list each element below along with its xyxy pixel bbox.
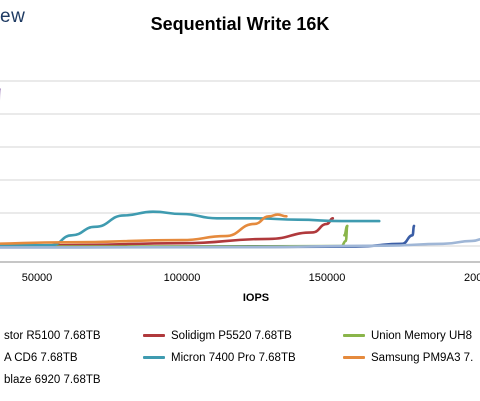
legend-swatch (343, 356, 365, 360)
legend-item: stor R5100 7.68TB (0, 328, 101, 344)
x-tick-label: 100000 (164, 272, 201, 284)
legend-item: blaze 6920 7.68TB (0, 372, 101, 388)
legend-label: blaze 6920 7.68TB (4, 374, 101, 386)
legend-item: Micron 7400 Pro 7.68TB (143, 350, 296, 366)
legend-label: Union Memory UH8 (371, 330, 472, 342)
chart-legend: stor R5100 7.68TB Solidigm P5520 7.68TB Un… (0, 320, 480, 401)
x-tick-labels: 50000 100000 150000 200 (22, 272, 480, 284)
x-axis-title: IOPS (243, 292, 269, 304)
brand-logo-fragment: ew (0, 6, 26, 27)
series-line-1 (0, 217, 335, 247)
legend-label: A CD6 7.68TB (4, 352, 78, 364)
chart-plot: 50000 100000 150000 200 IOPS (0, 80, 480, 304)
series-line-6 (0, 237, 480, 249)
series-line-4 (0, 210, 381, 247)
x-tick-label: 150000 (309, 272, 346, 284)
legend-item: Union Memory UH8 (343, 328, 472, 344)
series-line-5 (0, 213, 288, 245)
legend-swatch (143, 334, 165, 338)
legend-item: A CD6 7.68TB (0, 350, 78, 366)
legend-item: Solidigm P5520 7.68TB (143, 328, 292, 344)
x-tick-label: 50000 (22, 272, 53, 284)
legend-label: stor R5100 7.68TB (4, 330, 101, 342)
legend-label: Micron 7400 Pro 7.68TB (171, 352, 296, 364)
legend-label: Solidigm P5520 7.68TB (171, 330, 292, 342)
legend-label: Samsung PM9A3 7. (371, 352, 474, 364)
legend-item: Samsung PM9A3 7. (343, 350, 473, 366)
chart-title: Sequential Write 16K (150, 14, 330, 34)
gridlines (0, 80, 480, 247)
legend-swatch (343, 334, 365, 338)
legend-swatch (143, 356, 165, 360)
series-lines (0, 88, 480, 249)
x-tick-label: 200 (464, 272, 480, 284)
